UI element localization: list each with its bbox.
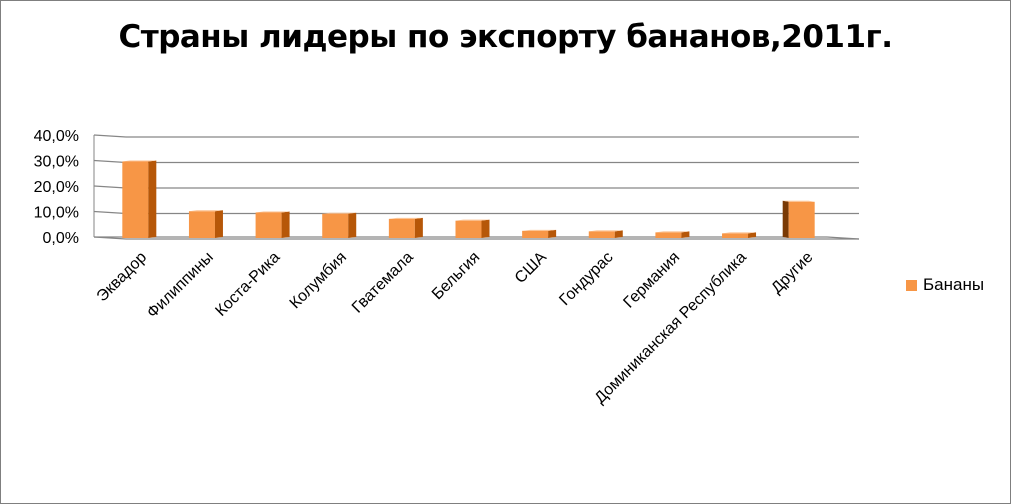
bar-top [722,232,757,234]
bar-top [388,217,423,219]
x-tick-label: Гватемала [349,249,417,317]
y-axis-ticks: 0,0% 10,0% 20,0% 30,0% 40,0% [34,128,79,247]
x-tick-label: США [512,249,550,287]
bar-top [188,210,223,212]
chart-title: Страны лидеры по экспорту бананов,2011г. [118,19,893,55]
x-tick-label: Коста-Рика [212,249,283,320]
bar-front [655,232,682,238]
bar-top [782,200,815,202]
bar-side [481,219,490,238]
x-tick-label: Филиппины [144,249,217,322]
gridlines [93,134,859,240]
bar [255,211,290,238]
gridline-side [93,159,127,164]
x-tick-label: Другие [768,249,816,297]
legend: Бананы [906,275,984,295]
bar [722,232,757,238]
bar-top [122,160,157,162]
y-tick-label: 20,0% [34,179,79,196]
bar [782,200,815,238]
gridline-side [93,210,127,215]
bar-side [782,200,789,238]
bar [455,219,490,238]
bar [522,229,557,238]
bar-front [388,218,415,238]
bar [188,210,223,238]
bar-front [522,230,549,238]
bar-top [255,211,290,213]
bar-side [214,210,223,238]
bar-front [588,231,615,238]
bar-front [788,201,815,238]
bar-side [614,230,623,238]
gridline-side [93,185,127,189]
bar-front [255,212,282,238]
bar-side [548,229,557,238]
bar-side [414,217,423,238]
bar-top [588,230,623,232]
bars [122,160,815,238]
bar-side [748,232,757,238]
x-tick-label: Эквадор [94,249,151,306]
bar-top [522,229,557,231]
bar-top [455,219,490,221]
bar-front [722,233,749,238]
bar-top [322,212,357,214]
bar [655,231,690,238]
y-tick-label: 40,0% [34,128,79,145]
bar-side [148,160,157,238]
x-tick-label: Германия [620,249,683,312]
bar [322,212,357,238]
bar-top [655,231,690,233]
bar-side [681,231,690,238]
bar [588,230,623,238]
y-tick-label: 0,0% [43,230,79,247]
x-tick-label: Бельгия [429,249,483,303]
legend-swatch [906,279,917,291]
bar-side [281,211,290,238]
gridline-side [93,134,127,138]
bar-front [455,220,482,238]
bar-side [348,212,357,238]
x-tick-label: Гондурас [556,249,616,309]
bar-front [122,161,149,238]
bar [122,160,157,238]
bar-front [188,211,215,238]
y-tick-label: 10,0% [34,205,79,222]
floor-edge [826,236,860,240]
bar-front [322,213,349,238]
legend-entry-bananas: Бананы [923,275,985,294]
y-tick-label: 30,0% [34,154,79,171]
x-tick-label: Колумбия [287,249,350,312]
bar [388,217,423,238]
